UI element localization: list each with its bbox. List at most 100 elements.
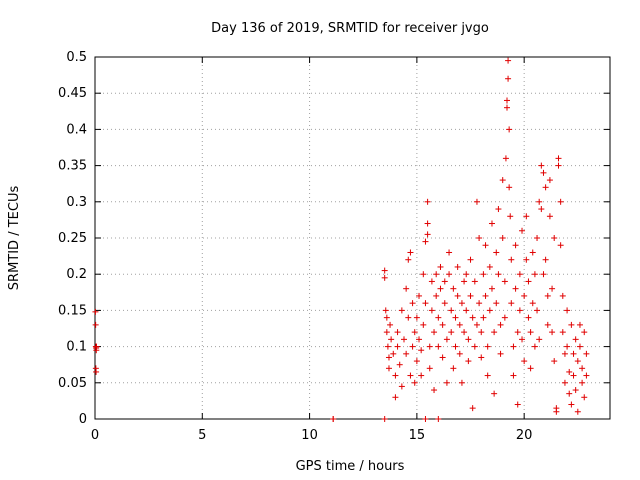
data-point [482,292,489,299]
x-tick-label: 20 [516,428,533,443]
data-point [482,242,489,249]
data-point [394,329,401,336]
data-point [409,300,416,307]
data-point [454,263,461,270]
data-point [401,336,407,343]
data-point [398,307,405,314]
data-point [555,155,562,162]
data-point [568,401,575,408]
data-point [542,184,549,191]
data-point [431,329,438,336]
data-point [420,271,427,278]
data-point [576,321,583,328]
data-point [448,329,455,336]
data-point [544,321,551,328]
data-point [411,329,418,336]
data-point [424,220,431,227]
data-point [476,300,483,307]
data-point [471,278,478,285]
data-point [499,177,506,184]
data-point [480,314,487,321]
data-point [381,267,388,274]
data-point [467,256,474,263]
data-point [551,235,558,241]
data-point [557,242,564,249]
data-point [566,390,573,397]
data-point [519,336,526,343]
data-point [435,416,442,422]
data-point [93,368,100,375]
data-point [381,274,388,281]
data-point [491,329,498,336]
data-points [92,57,590,422]
data-point [510,343,517,350]
data-point [497,321,504,328]
data-point [534,235,541,241]
data-point [443,336,450,343]
data-point [409,343,416,350]
data-point [519,227,526,234]
data-point [495,271,502,278]
data-point [465,336,472,343]
data-point [538,162,545,169]
data-point [382,307,389,314]
data-point [426,343,433,350]
y-tick-label: 0.35 [58,159,87,174]
data-point [529,249,536,256]
data-point [469,314,476,321]
data-point [566,368,573,375]
data-point [450,285,457,292]
data-point [502,155,509,162]
data-point [446,249,453,256]
data-point [574,358,581,365]
data-point [557,198,564,205]
x-tick-label: 5 [198,428,206,443]
data-point [473,198,480,205]
data-point [435,343,442,350]
data-point [407,372,414,379]
data-point [514,401,521,408]
data-point [570,372,577,379]
data-point [507,213,514,220]
data-point [555,162,562,169]
data-point [381,416,388,422]
data-point [405,314,412,321]
data-point [534,307,541,314]
data-point [583,350,590,357]
data-point [540,271,547,278]
plot-frame [94,56,611,420]
data-point [574,408,581,415]
y-tick-label: 0.25 [58,231,87,246]
data-point [394,343,401,350]
data-point [384,343,391,350]
data-point [514,329,521,336]
data-point [501,314,508,321]
y-tick-label: 0.3 [66,195,87,210]
data-point [531,343,538,350]
data-point [529,300,536,307]
data-point [422,416,429,422]
data-point [416,336,423,343]
data-point [424,231,431,238]
data-point [572,336,579,343]
data-point [484,343,491,350]
data-point [452,343,459,350]
y-tick-label: 0.15 [58,303,87,318]
data-point [405,256,412,263]
data-point [424,198,431,205]
data-point [330,416,337,422]
y-axis-label: SRMTID / TECUs [7,186,22,291]
data-point [469,405,476,412]
data-point [538,206,545,213]
data-point [493,300,500,307]
x-tick-label: 10 [301,428,318,443]
data-point [516,271,523,278]
data-point [486,263,493,270]
data-point [392,372,399,379]
data-point [413,358,420,365]
y-tick-label: 0.1 [66,340,87,355]
y-tick-label: 0.5 [66,50,87,65]
data-point [416,292,423,299]
data-point [411,379,418,386]
data-point [504,104,510,111]
